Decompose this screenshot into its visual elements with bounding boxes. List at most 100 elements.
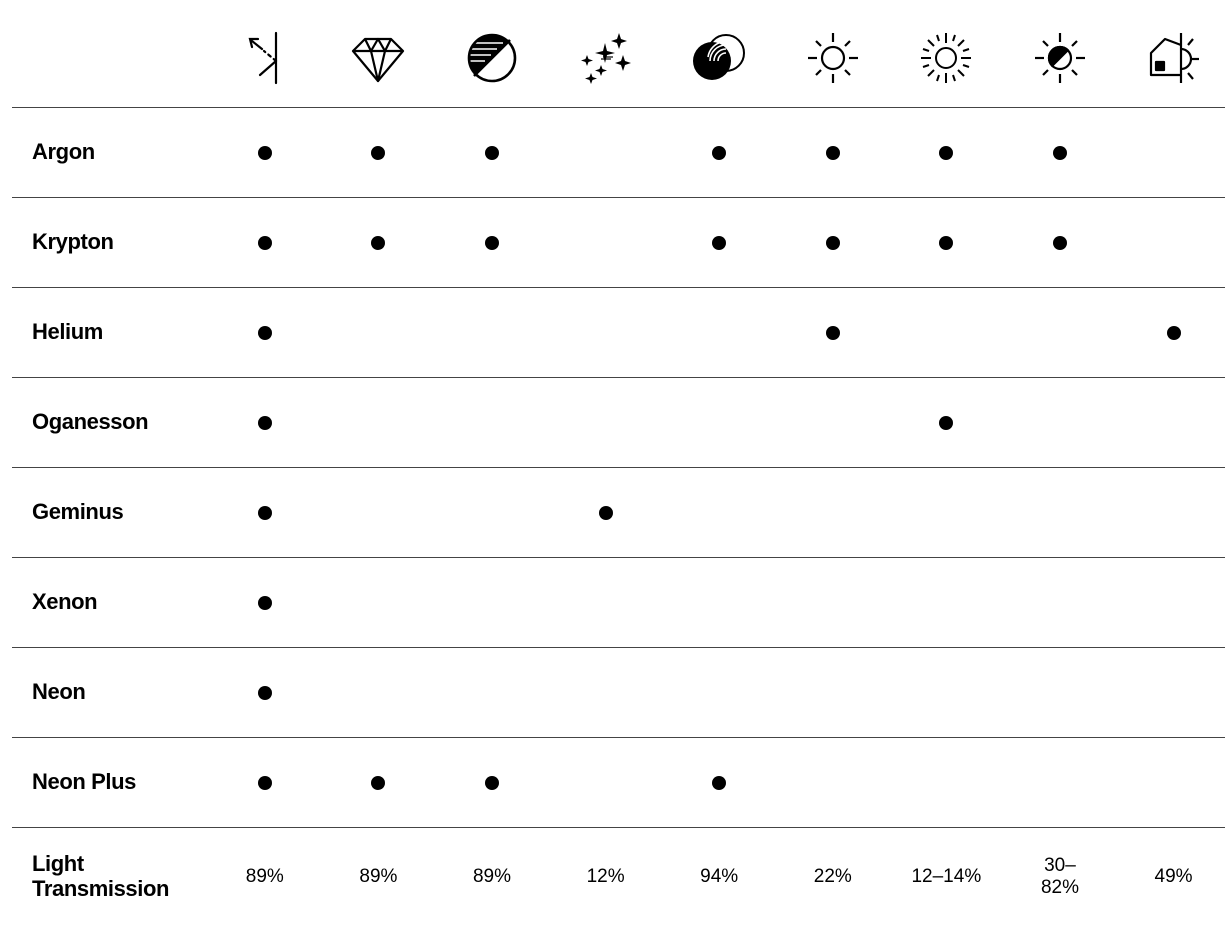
light-transmission-label: Light Transmission <box>32 851 170 901</box>
feature-cell <box>890 558 1004 647</box>
table-row: Geminus <box>12 468 1225 558</box>
feature-cell <box>322 738 436 827</box>
feature-dot <box>939 235 954 250</box>
feature-cell <box>1003 288 1117 377</box>
feature-dot <box>1166 325 1181 340</box>
feature-dot <box>371 145 386 160</box>
table-row: Oganesson <box>12 378 1225 468</box>
row-label: Argon <box>32 139 95 165</box>
light-transmission-cell: 89% <box>208 828 322 926</box>
feature-cell <box>662 378 776 467</box>
feature-cell <box>435 558 549 647</box>
feature-cell <box>549 288 663 377</box>
feature-cell <box>1003 468 1117 557</box>
feature-dot <box>257 505 272 520</box>
feature-cell <box>662 558 776 647</box>
feature-cell <box>1117 738 1225 827</box>
icon-header-row <box>0 0 1225 107</box>
feature-cell <box>662 648 776 737</box>
feature-cell <box>208 468 322 557</box>
feature-cell <box>322 558 436 647</box>
feature-cell <box>1003 198 1117 287</box>
row-label: Geminus <box>32 499 124 525</box>
feature-cell <box>549 648 663 737</box>
feature-cell <box>322 198 436 287</box>
feature-dot <box>371 235 386 250</box>
feature-cell <box>435 198 549 287</box>
feature-cell <box>208 378 322 467</box>
feature-dot <box>257 415 272 430</box>
feature-cell <box>208 198 322 287</box>
feature-cell <box>662 288 776 377</box>
light-transmission-value: 12% <box>586 866 625 888</box>
light-transmission-value: 89% <box>472 866 511 888</box>
comparison-table: Argon Krypton Helium Oganesson Geminus Xenon N… <box>12 107 1225 926</box>
row-label: Oganesson <box>32 409 149 435</box>
feature-cell <box>662 738 776 827</box>
table-row: Xenon <box>12 558 1225 648</box>
feature-dot <box>939 415 954 430</box>
feature-cell <box>662 198 776 287</box>
feature-cell <box>208 558 322 647</box>
feature-dot <box>371 775 386 790</box>
row-label: Krypton <box>32 229 114 255</box>
feature-cell <box>1003 108 1117 197</box>
feature-dot <box>1052 145 1067 160</box>
feature-dot <box>257 325 272 340</box>
feature-dot <box>712 235 727 250</box>
table-row: Neon <box>12 648 1225 738</box>
feature-dot <box>257 595 272 610</box>
feature-dot <box>825 145 840 160</box>
feature-dot <box>712 775 727 790</box>
feature-cell <box>322 378 436 467</box>
feature-cell <box>435 378 549 467</box>
feature-cell <box>1003 648 1117 737</box>
feature-cell <box>1117 468 1225 557</box>
feature-cell <box>776 108 890 197</box>
feature-dot <box>484 775 499 790</box>
feature-cell <box>549 738 663 827</box>
feature-dot <box>484 145 499 160</box>
light-transmission-cell: 12% <box>549 828 663 926</box>
feature-dot <box>712 145 727 160</box>
feature-dot <box>825 325 840 340</box>
feature-cell <box>776 558 890 647</box>
diamond-icon <box>352 37 405 82</box>
feature-dot <box>257 685 272 700</box>
feature-cell <box>1003 738 1117 827</box>
light-transmission-cell: 89% <box>322 828 436 926</box>
feature-cell <box>322 288 436 377</box>
feature-cell <box>1117 288 1225 377</box>
light-transmission-cell: 89% <box>435 828 549 926</box>
feature-cell <box>435 468 549 557</box>
row-label: Xenon <box>32 589 98 615</box>
feature-cell <box>776 468 890 557</box>
feature-cell <box>776 288 890 377</box>
anti-glare-icon <box>467 33 517 82</box>
house-sun-icon <box>1149 32 1199 83</box>
row-label: Neon Plus <box>32 769 136 795</box>
light-transmission-value: 49% <box>1154 866 1193 888</box>
feature-dot <box>1052 235 1067 250</box>
feature-dot <box>257 235 272 250</box>
feature-cell <box>435 108 549 197</box>
table-row: Neon Plus <box>12 738 1225 828</box>
feature-cell <box>1117 108 1225 197</box>
bright-sun-icon <box>921 32 972 83</box>
feature-cell <box>890 288 1004 377</box>
feature-cell <box>1117 378 1225 467</box>
feature-cell <box>776 198 890 287</box>
light-transmission-cell: 12–14% <box>890 828 1004 926</box>
feature-cell <box>208 288 322 377</box>
feature-cell <box>890 198 1004 287</box>
feature-cell <box>662 108 776 197</box>
feature-cell <box>435 738 549 827</box>
feature-cell <box>549 108 663 197</box>
feature-cell <box>1117 648 1225 737</box>
feature-cell <box>208 648 322 737</box>
table-row: Krypton <box>12 198 1225 288</box>
feature-cell <box>549 378 663 467</box>
feature-cell <box>1117 198 1225 287</box>
row-label: Helium <box>32 319 103 345</box>
sun-icon <box>807 32 858 83</box>
